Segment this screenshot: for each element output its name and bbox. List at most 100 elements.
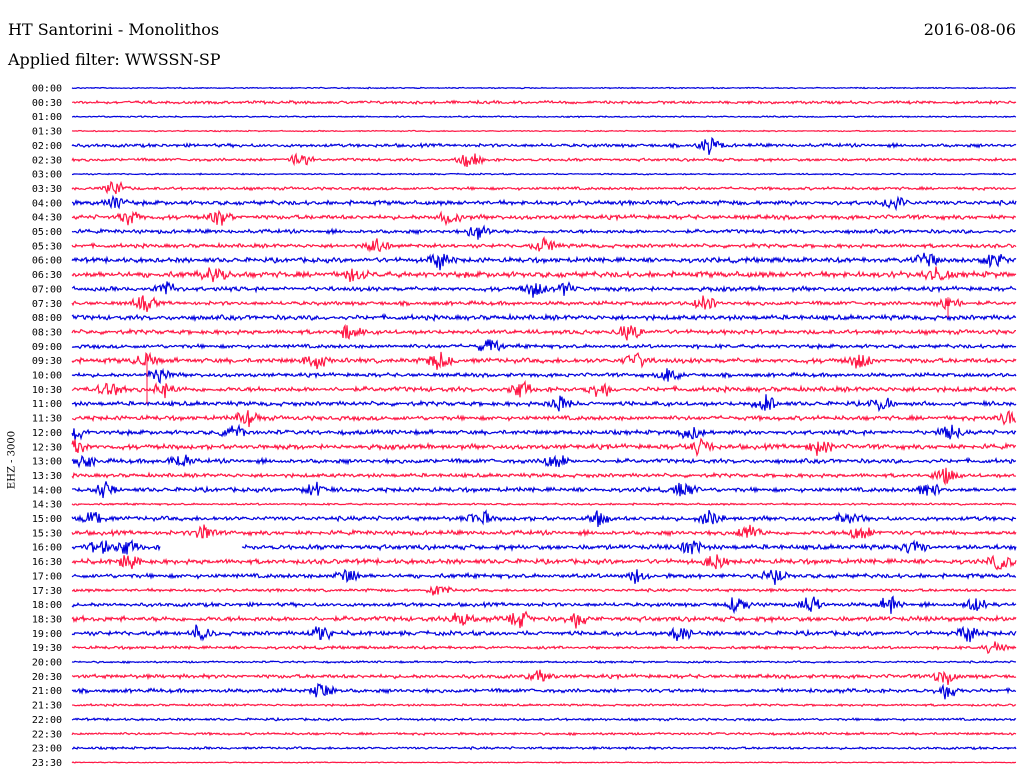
trace-0930 bbox=[71, 351, 1017, 370]
trace-1100 bbox=[71, 394, 1017, 413]
trace-0500 bbox=[71, 224, 1017, 240]
time-axis-labels: 00:00 00:30 01:00 01:30 02:00 02:30 03:00 03:30… bbox=[32, 84, 62, 769]
time-label: 14:30 bbox=[32, 500, 62, 511]
trace-2100 bbox=[71, 682, 1017, 700]
trace-1530 bbox=[71, 524, 1017, 540]
trace-1130 bbox=[71, 410, 1017, 428]
time-label: 02:30 bbox=[32, 155, 62, 166]
station-title: HT Santorini - Monolithos bbox=[8, 20, 220, 39]
time-label: 06:00 bbox=[32, 256, 62, 267]
time-label: 11:00 bbox=[32, 399, 62, 410]
trace-2330 bbox=[71, 761, 1017, 764]
time-label: 15:30 bbox=[32, 528, 62, 539]
trace-lines bbox=[71, 86, 1017, 764]
trace-0430 bbox=[71, 209, 1017, 227]
trace-0200 bbox=[71, 136, 1017, 155]
time-label: 02:00 bbox=[32, 141, 62, 152]
time-label: 16:00 bbox=[32, 543, 62, 554]
trace-0000 bbox=[71, 86, 1017, 90]
trace-0800 bbox=[71, 312, 1017, 323]
trace-0130 bbox=[71, 129, 1017, 133]
trace-1900 bbox=[71, 624, 1017, 643]
time-label: 20:00 bbox=[32, 658, 62, 669]
time-label: 23:00 bbox=[32, 744, 62, 755]
time-label: 07:30 bbox=[32, 299, 62, 310]
time-label: 12:30 bbox=[32, 442, 62, 453]
time-label: 18:30 bbox=[32, 614, 62, 625]
trace-1430 bbox=[71, 502, 1017, 507]
trace-2300 bbox=[71, 745, 1017, 751]
time-label: 15:00 bbox=[32, 514, 62, 525]
trace-1200 bbox=[71, 423, 1017, 441]
time-label: 05:30 bbox=[32, 241, 62, 252]
trace-0330 bbox=[71, 180, 1017, 195]
time-label: 21:30 bbox=[32, 701, 62, 712]
filter-label: Applied filter: WWSSN-SP bbox=[8, 50, 221, 69]
time-label: 18:00 bbox=[32, 600, 62, 611]
time-label: 09:30 bbox=[32, 356, 62, 367]
time-label: 00:00 bbox=[32, 84, 62, 95]
trace-0730 bbox=[71, 295, 1017, 312]
time-label: 06:30 bbox=[32, 270, 62, 281]
time-label: 04:30 bbox=[32, 213, 62, 224]
trace-0030 bbox=[71, 99, 1017, 106]
trace-0530 bbox=[71, 236, 1017, 253]
trace-0600 bbox=[71, 252, 1017, 271]
time-label: 10:00 bbox=[32, 371, 62, 382]
trace-0630 bbox=[71, 266, 1017, 283]
time-label: 01:00 bbox=[32, 112, 62, 123]
trace-0300 bbox=[71, 172, 1017, 176]
time-label: 01:30 bbox=[32, 127, 62, 138]
time-label: 03:30 bbox=[32, 184, 62, 195]
trace-1930 bbox=[71, 641, 1017, 655]
time-label: 10:30 bbox=[32, 385, 62, 396]
trace-1030 bbox=[71, 379, 1017, 399]
time-label: 19:30 bbox=[32, 643, 62, 654]
trace-0900 bbox=[71, 339, 1017, 352]
time-label: 22:00 bbox=[32, 715, 62, 726]
time-label: 07:00 bbox=[32, 284, 62, 295]
trace-2030 bbox=[71, 669, 1017, 685]
trace-1230 bbox=[71, 437, 1017, 458]
time-label: 20:30 bbox=[32, 672, 62, 683]
time-label: 04:00 bbox=[32, 198, 62, 209]
time-label: 17:00 bbox=[32, 571, 62, 582]
trace-2200 bbox=[71, 716, 1017, 722]
trace-2000 bbox=[71, 659, 1017, 665]
time-label: 09:00 bbox=[32, 342, 62, 353]
trace-1400 bbox=[71, 481, 1017, 499]
time-label: 13:30 bbox=[32, 471, 62, 482]
time-label: 19:00 bbox=[32, 629, 62, 640]
time-label: 05:00 bbox=[32, 227, 62, 238]
time-label: 08:00 bbox=[32, 313, 62, 324]
trace-1700 bbox=[71, 568, 1017, 585]
trace-0830 bbox=[71, 323, 1017, 341]
trace-0400 bbox=[71, 194, 1017, 212]
trace-1730 bbox=[71, 585, 1017, 596]
trace-1630 bbox=[71, 554, 1017, 571]
trace-1300 bbox=[71, 454, 1017, 469]
time-label: 13:00 bbox=[32, 457, 62, 468]
time-label: 08:30 bbox=[32, 327, 62, 338]
time-label: 14:00 bbox=[32, 485, 62, 496]
trace-0700 bbox=[71, 281, 1017, 298]
time-label: 12:00 bbox=[32, 428, 62, 439]
trace-1800 bbox=[71, 595, 1017, 615]
time-label: 11:30 bbox=[32, 414, 62, 425]
time-label: 22:30 bbox=[32, 729, 62, 740]
trace-1330 bbox=[71, 467, 1017, 486]
trace-2230 bbox=[71, 731, 1017, 737]
trace-1000 bbox=[71, 367, 1017, 384]
time-label: 17:30 bbox=[32, 586, 62, 597]
time-label: 16:30 bbox=[32, 557, 62, 568]
time-label: 23:30 bbox=[32, 758, 62, 769]
time-label: 00:30 bbox=[32, 98, 62, 109]
trace-1600 bbox=[71, 538, 1017, 555]
trace-2130 bbox=[71, 702, 1017, 708]
trace-1830 bbox=[71, 610, 1017, 629]
trace-0100 bbox=[71, 115, 1017, 119]
trace-0230 bbox=[71, 152, 1017, 167]
time-label: 21:00 bbox=[32, 686, 62, 697]
time-label: 03:00 bbox=[32, 170, 62, 181]
